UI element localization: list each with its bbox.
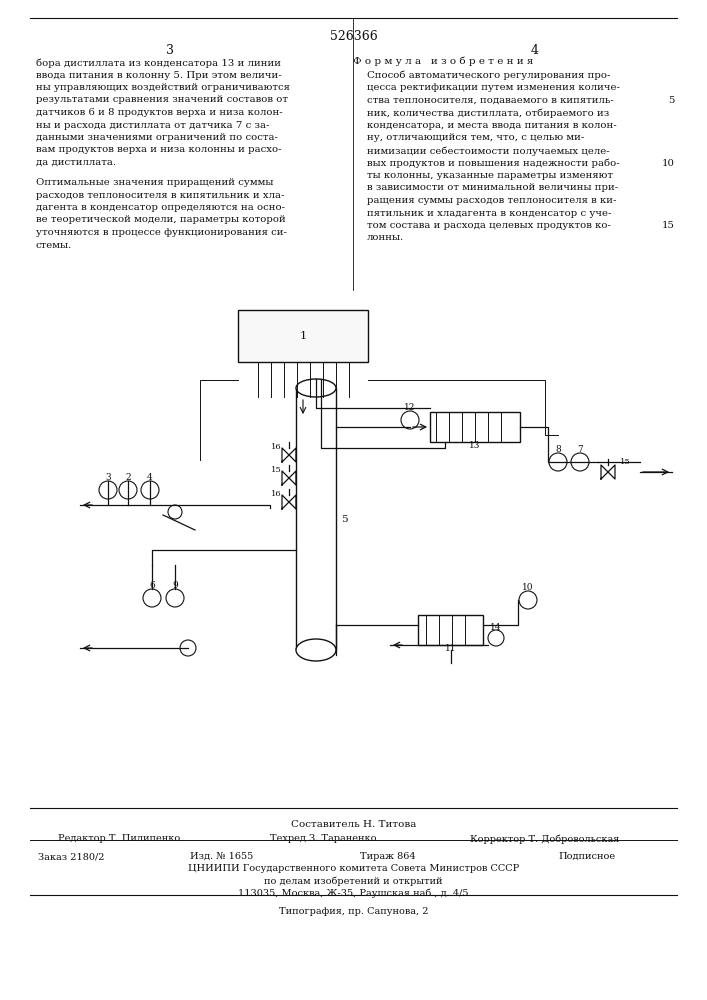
Circle shape (519, 591, 537, 609)
Text: 15: 15 (662, 221, 675, 230)
Circle shape (119, 481, 137, 499)
Text: 10: 10 (662, 158, 675, 167)
Text: конденсатора, и места ввода питания в колон-: конденсатора, и места ввода питания в ко… (367, 121, 617, 130)
Bar (238, 310, 368, 362)
Circle shape (141, 481, 159, 499)
Circle shape (99, 481, 117, 499)
Text: 4: 4 (147, 474, 153, 483)
Text: ны управляющих воздействий ограничиваются: ны управляющих воздействий ограничиваютс… (36, 83, 290, 92)
Text: 2: 2 (125, 474, 131, 483)
Circle shape (143, 589, 161, 607)
Bar (296, 388, 336, 650)
Text: Корректор Т. Добровольская: Корректор Т. Добровольская (470, 834, 619, 844)
Text: 15: 15 (271, 466, 282, 474)
Text: уточняются в процессе функционирования си-: уточняются в процессе функционирования с… (36, 228, 287, 237)
Text: расходов теплоносителя в кипятильник и хла-: расходов теплоносителя в кипятильник и х… (36, 190, 284, 200)
Text: 16: 16 (271, 490, 282, 498)
Bar (430, 412, 520, 442)
Text: 9: 9 (172, 582, 178, 590)
Text: 10: 10 (522, 584, 534, 592)
Text: 16: 16 (271, 443, 282, 451)
Text: стемы.: стемы. (36, 240, 72, 249)
Text: вых продуктов и повышения надежности рабо-: вых продуктов и повышения надежности раб… (367, 158, 619, 168)
Text: Типография, пр. Сапунова, 2: Типография, пр. Сапунова, 2 (279, 907, 428, 916)
Text: результатами сравнения значений составов от: результатами сравнения значений составов… (36, 96, 288, 104)
Text: ник, количества дистиллата, отбираемого из: ник, количества дистиллата, отбираемого … (367, 108, 609, 118)
Text: ны и расхода дистиллата от датчика 7 с за-: ны и расхода дистиллата от датчика 7 с з… (36, 120, 269, 129)
Circle shape (166, 589, 184, 607)
Circle shape (488, 630, 504, 646)
Circle shape (401, 411, 419, 429)
Text: 14: 14 (490, 622, 502, 632)
Circle shape (549, 453, 567, 471)
Text: Составитель Н. Титова: Составитель Н. Титова (291, 820, 416, 829)
Text: 1: 1 (300, 331, 307, 341)
Text: 7: 7 (577, 446, 583, 454)
Text: 5: 5 (341, 516, 348, 524)
Text: Тираж 864: Тираж 864 (360, 852, 416, 861)
Text: ЦНИИПИ Государственного комитета Совета Министров СССР: ЦНИИПИ Государственного комитета Совета … (188, 864, 519, 873)
Text: ввода питания в колонну 5. При этом величи-: ввода питания в колонну 5. При этом вели… (36, 70, 281, 80)
Text: Изд. № 1655: Изд. № 1655 (190, 852, 253, 861)
Ellipse shape (296, 379, 336, 397)
Text: 15: 15 (620, 458, 631, 466)
Text: нимизации себестоимости получаемых целе-: нимизации себестоимости получаемых целе- (367, 146, 609, 155)
Text: 6: 6 (149, 582, 155, 590)
Text: 113035, Москва, Ж-35, Раушская наб., д. 4/5: 113035, Москва, Ж-35, Раушская наб., д. … (238, 888, 469, 898)
Text: лонны.: лонны. (367, 233, 404, 242)
Ellipse shape (296, 639, 336, 661)
Text: Способ автоматического регулирования про-: Способ автоматического регулирования про… (367, 71, 610, 81)
Text: Техред З. Тараненко: Техред З. Тараненко (270, 834, 377, 843)
Text: 13: 13 (469, 441, 481, 450)
Text: том состава и расхода целевых продуктов ко-: том состава и расхода целевых продуктов … (367, 221, 611, 230)
Text: бора дистиллата из конденсатора 13 и линии: бора дистиллата из конденсатора 13 и лин… (36, 58, 281, 68)
Text: ращения суммы расходов теплоносителя в ки-: ращения суммы расходов теплоносителя в к… (367, 196, 617, 205)
Text: 5: 5 (669, 96, 675, 105)
Text: 3: 3 (105, 474, 111, 483)
Text: дагента в конденсатор определяются на осно-: дагента в конденсатор определяются на ос… (36, 203, 285, 212)
Text: по делам изобретений и открытий: по делам изобретений и открытий (264, 876, 443, 886)
Text: в зависимости от минимальной величины при-: в зависимости от минимальной величины пр… (367, 184, 618, 192)
Bar (418, 615, 483, 645)
Circle shape (571, 453, 589, 471)
Text: 8: 8 (555, 446, 561, 454)
Text: 4: 4 (531, 44, 539, 57)
Circle shape (168, 505, 182, 519)
Text: пятильник и хладагента в конденсатор с уче-: пятильник и хладагента в конденсатор с у… (367, 209, 612, 218)
Text: да дистиллата.: да дистиллата. (36, 158, 116, 167)
Text: Ф о р м у л а   и з о б р е т е н и я: Ф о р м у л а и з о б р е т е н и я (354, 56, 534, 66)
Text: Оптимальные значения приращений суммы: Оптимальные значения приращений суммы (36, 178, 274, 187)
Text: вам продуктов верха и низа колонны и расхо-: вам продуктов верха и низа колонны и рас… (36, 145, 281, 154)
Text: цесса ректификации путем изменения количе-: цесса ректификации путем изменения колич… (367, 84, 620, 93)
Text: 3: 3 (166, 44, 174, 57)
Text: ну, отличающийся тем, что, с целью ми-: ну, отличающийся тем, что, с целью ми- (367, 133, 584, 142)
Text: ты колонны, указанные параметры изменяют: ты колонны, указанные параметры изменяют (367, 171, 613, 180)
Text: Подписное: Подписное (558, 852, 615, 861)
Text: датчиков 6 и 8 продуктов верха и низа колон-: датчиков 6 и 8 продуктов верха и низа ко… (36, 108, 283, 117)
Text: Заказ 2180/2: Заказ 2180/2 (38, 852, 105, 861)
Circle shape (180, 640, 196, 656)
Text: данными значениями ограничений по соста-: данными значениями ограничений по соста- (36, 133, 278, 142)
Text: 11: 11 (445, 644, 456, 653)
Text: 12: 12 (404, 403, 416, 412)
Text: Редактор Т. Пилипенко: Редактор Т. Пилипенко (58, 834, 180, 843)
Text: 526366: 526366 (329, 30, 378, 43)
Text: ства теплоносителя, подаваемого в кипятиль-: ства теплоносителя, подаваемого в кипяти… (367, 96, 614, 105)
Text: ве теоретической модели, параметры которой: ве теоретической модели, параметры котор… (36, 216, 286, 225)
